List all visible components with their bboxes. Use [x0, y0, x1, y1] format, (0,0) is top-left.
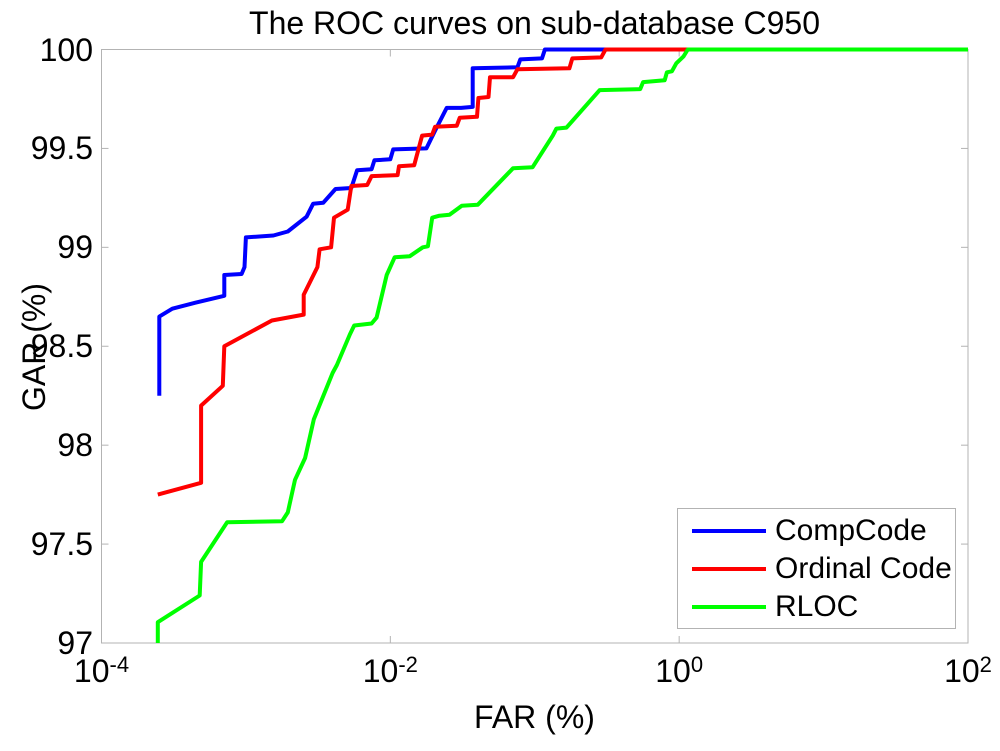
legend-item-ordinal-code: Ordinal Code — [678, 550, 955, 588]
legend: CompCode Ordinal Code RLOC — [677, 508, 956, 629]
x-tick-label: 100 — [655, 652, 704, 689]
legend-label: CompCode — [775, 513, 927, 547]
legend-item-compcode: CompCode — [678, 512, 955, 550]
rloc-line-swatch — [692, 604, 766, 609]
y-tick-label: 97 — [57, 625, 93, 661]
y-tick-label: 98.5 — [30, 328, 93, 365]
y-tick-label: 97.5 — [30, 526, 93, 563]
legend-label: Ordinal Code — [775, 551, 952, 585]
x-axis-label: FAR (%) — [474, 699, 595, 735]
chart-title: The ROC curves on sub-database C950 — [249, 5, 820, 41]
ordinal-code-line-swatch — [692, 566, 766, 571]
y-axis-label: GAR (%) — [16, 283, 52, 411]
x-tick-label: 10-2 — [362, 652, 418, 689]
roc-curve-ordinal-code — [157, 47, 968, 497]
roc-curve-compcode — [157, 47, 968, 396]
x-tick-label: 10-4 — [73, 652, 130, 689]
legend-label: RLOC — [775, 589, 859, 623]
y-tick-label: 99.5 — [30, 130, 93, 167]
x-tick-label: 102 — [944, 652, 992, 689]
compcode-line-swatch — [692, 528, 766, 533]
y-tick-label: 99 — [57, 229, 93, 266]
roc-curve-rloc — [155, 47, 968, 643]
y-tick-label: 100 — [39, 31, 93, 68]
legend-item-rloc: RLOC — [678, 588, 955, 626]
y-tick-label: 98 — [57, 427, 93, 464]
